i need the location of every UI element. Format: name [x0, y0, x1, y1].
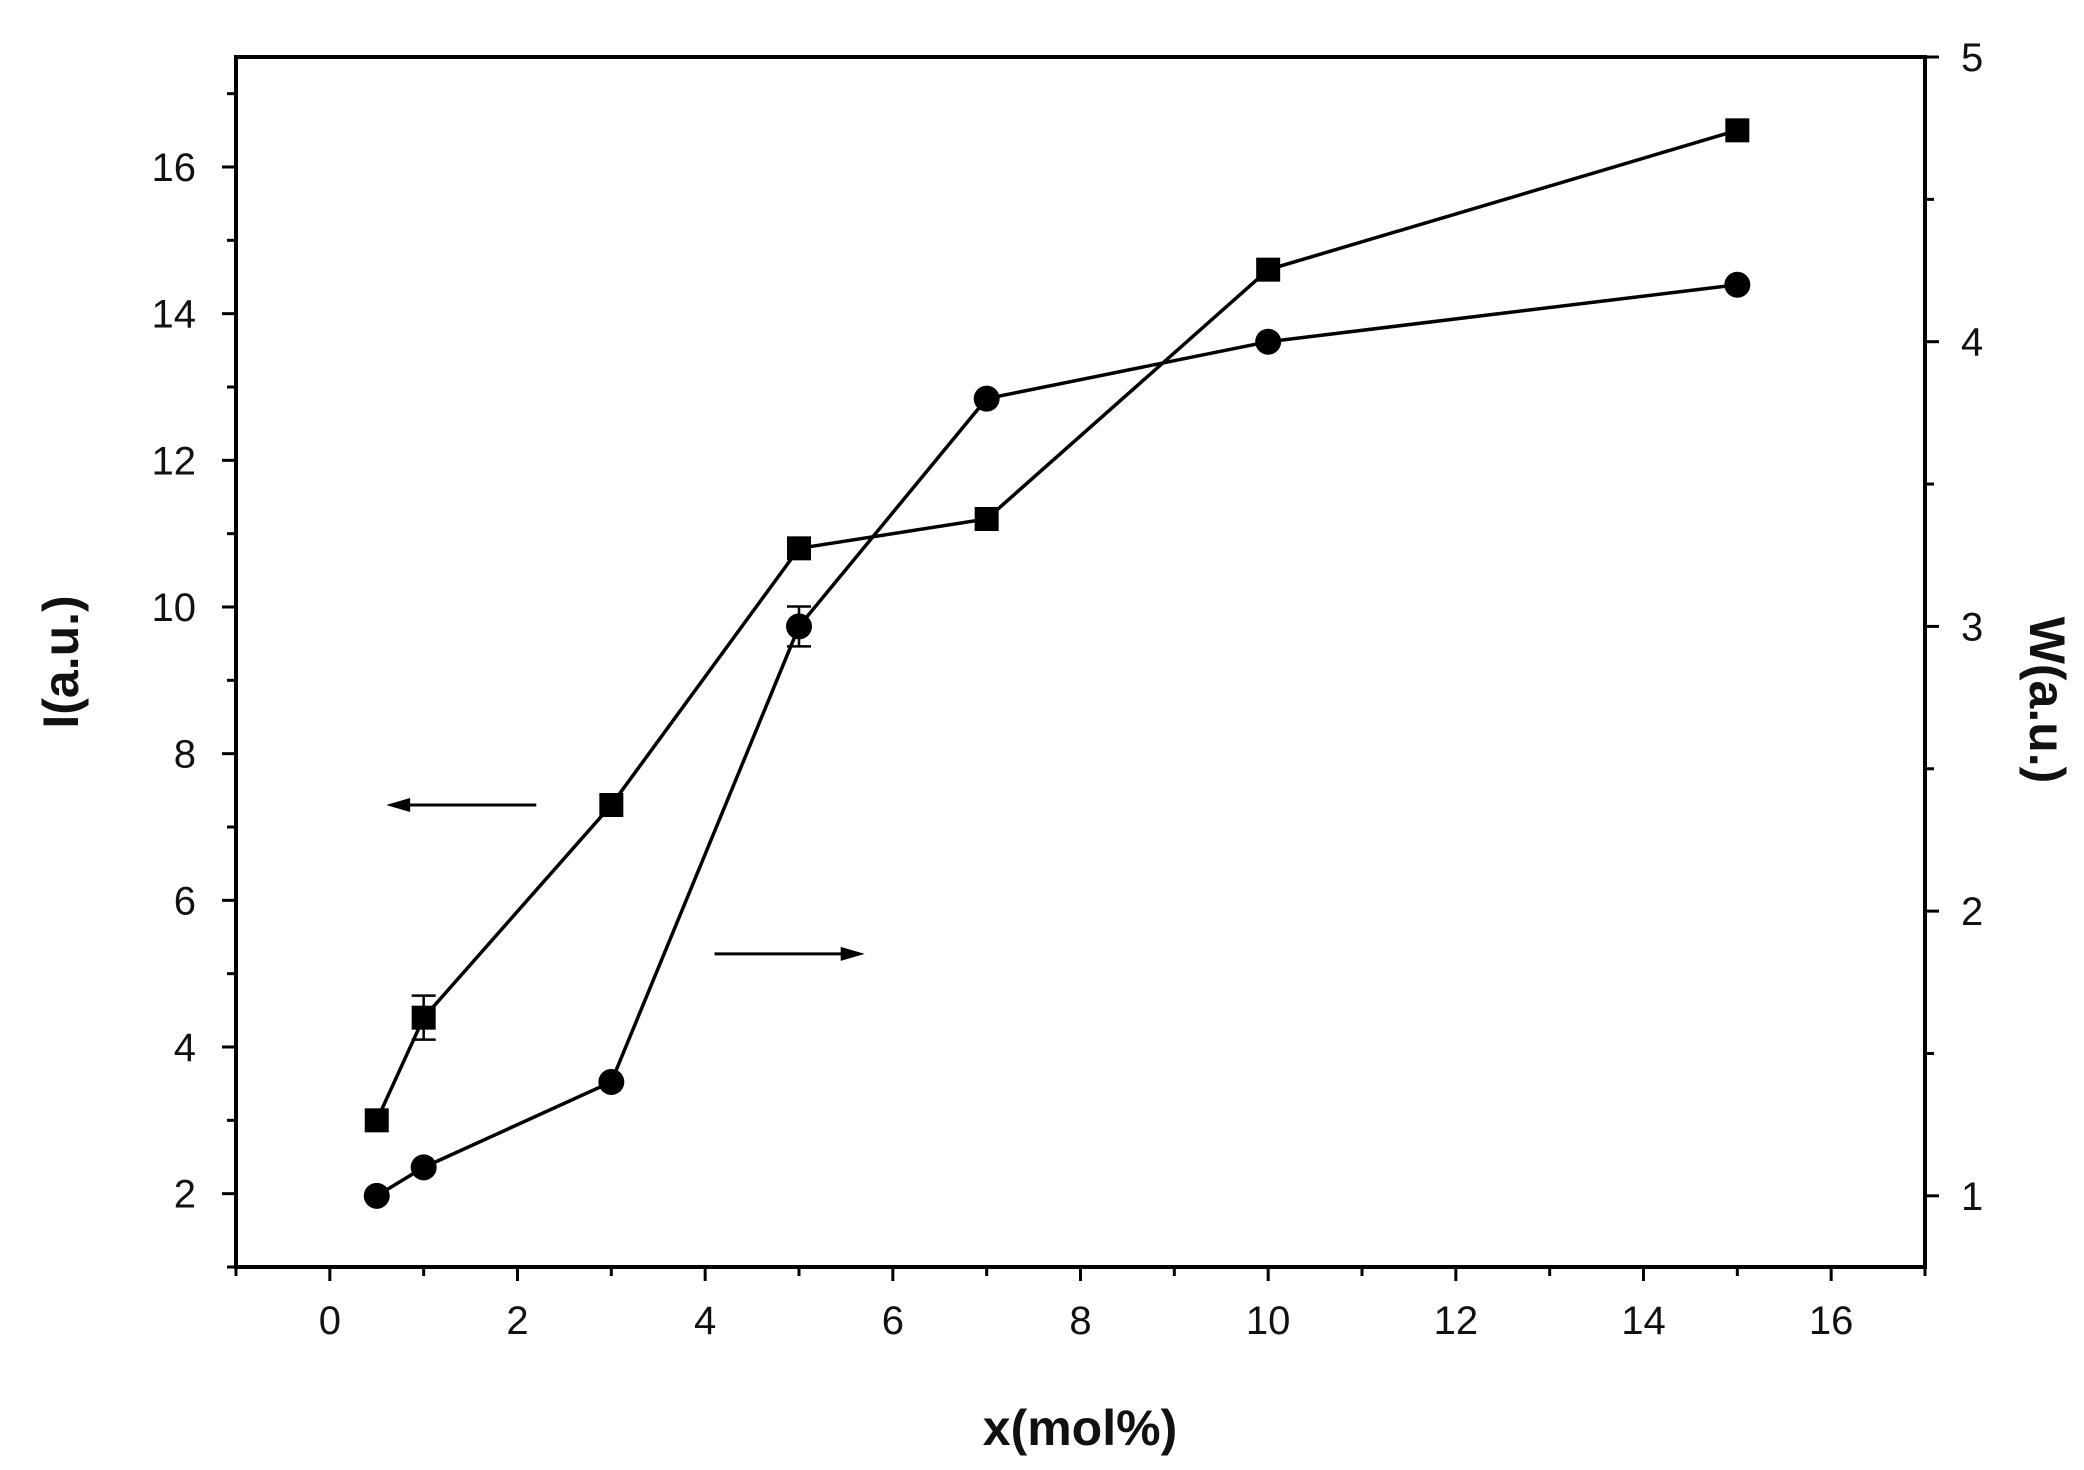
- data-point-square: [787, 536, 811, 561]
- y-right-tick-label: 1: [1961, 1175, 1983, 1219]
- data-point-circle: [363, 1182, 390, 1209]
- series-line: [375, 128, 1738, 1122]
- x-tick-label: 6: [882, 1299, 904, 1343]
- y-right-tick-label: 2: [1961, 890, 1983, 934]
- data-point-circle: [786, 613, 812, 640]
- series-layer: [363, 118, 1751, 1209]
- series-line: [375, 283, 1738, 1198]
- plot-frame: [234, 55, 1927, 1269]
- data-point-circle: [598, 1068, 625, 1095]
- x-tick-label: 16: [1809, 1299, 1854, 1343]
- series-square: [364, 118, 1750, 1133]
- y-left-tick-label: 12: [152, 439, 197, 483]
- x-tick-label: 2: [506, 1299, 528, 1343]
- x-tick-label: 4: [694, 1299, 716, 1343]
- y-left-tick-label: 16: [152, 146, 197, 190]
- x-tick-label: 0: [319, 1299, 341, 1343]
- y-right-tick-label: 5: [1961, 36, 1983, 80]
- data-point-square: [364, 1108, 389, 1133]
- x-tick-label: 10: [1246, 1299, 1291, 1343]
- x-axis-title: x(mol%): [983, 1400, 1177, 1456]
- arrow-left: [386, 798, 537, 812]
- y-axis-right-title: W(a.u.): [2019, 617, 2075, 784]
- data-point-square: [411, 1005, 436, 1030]
- arrow-head: [386, 798, 411, 812]
- data-point-circle: [1255, 328, 1282, 355]
- y-axis-left-title: I(a.u.): [33, 595, 89, 728]
- data-point-square: [1725, 118, 1750, 143]
- x-tick-label: 12: [1434, 1299, 1479, 1343]
- data-point-square: [599, 793, 624, 817]
- x-tick-label: 14: [1621, 1299, 1666, 1343]
- data-point-circle: [973, 385, 1000, 412]
- axis-ticks: [222, 55, 1939, 1281]
- data-point-square: [974, 507, 999, 531]
- y-left-tick-label: 4: [174, 1026, 196, 1070]
- annotation-arrows: [386, 798, 865, 961]
- y-right-tick-label: 4: [1961, 321, 1983, 365]
- y-right-tick-label: 3: [1961, 605, 1983, 649]
- series-circle: [363, 271, 1751, 1209]
- data-point-circle: [1724, 271, 1751, 298]
- y-left-tick-label: 14: [152, 293, 197, 337]
- data-point-square: [1256, 257, 1281, 282]
- arrow-right: [714, 946, 865, 961]
- data-point-circle: [410, 1154, 437, 1181]
- y-left-tick-label: 2: [174, 1173, 196, 1217]
- x-tick-label: 8: [1069, 1299, 1091, 1343]
- y-left-tick-label: 8: [174, 733, 196, 777]
- y-left-tick-label: 6: [174, 879, 196, 923]
- arrow-head: [840, 946, 865, 961]
- y-left-tick-label: 10: [152, 586, 197, 630]
